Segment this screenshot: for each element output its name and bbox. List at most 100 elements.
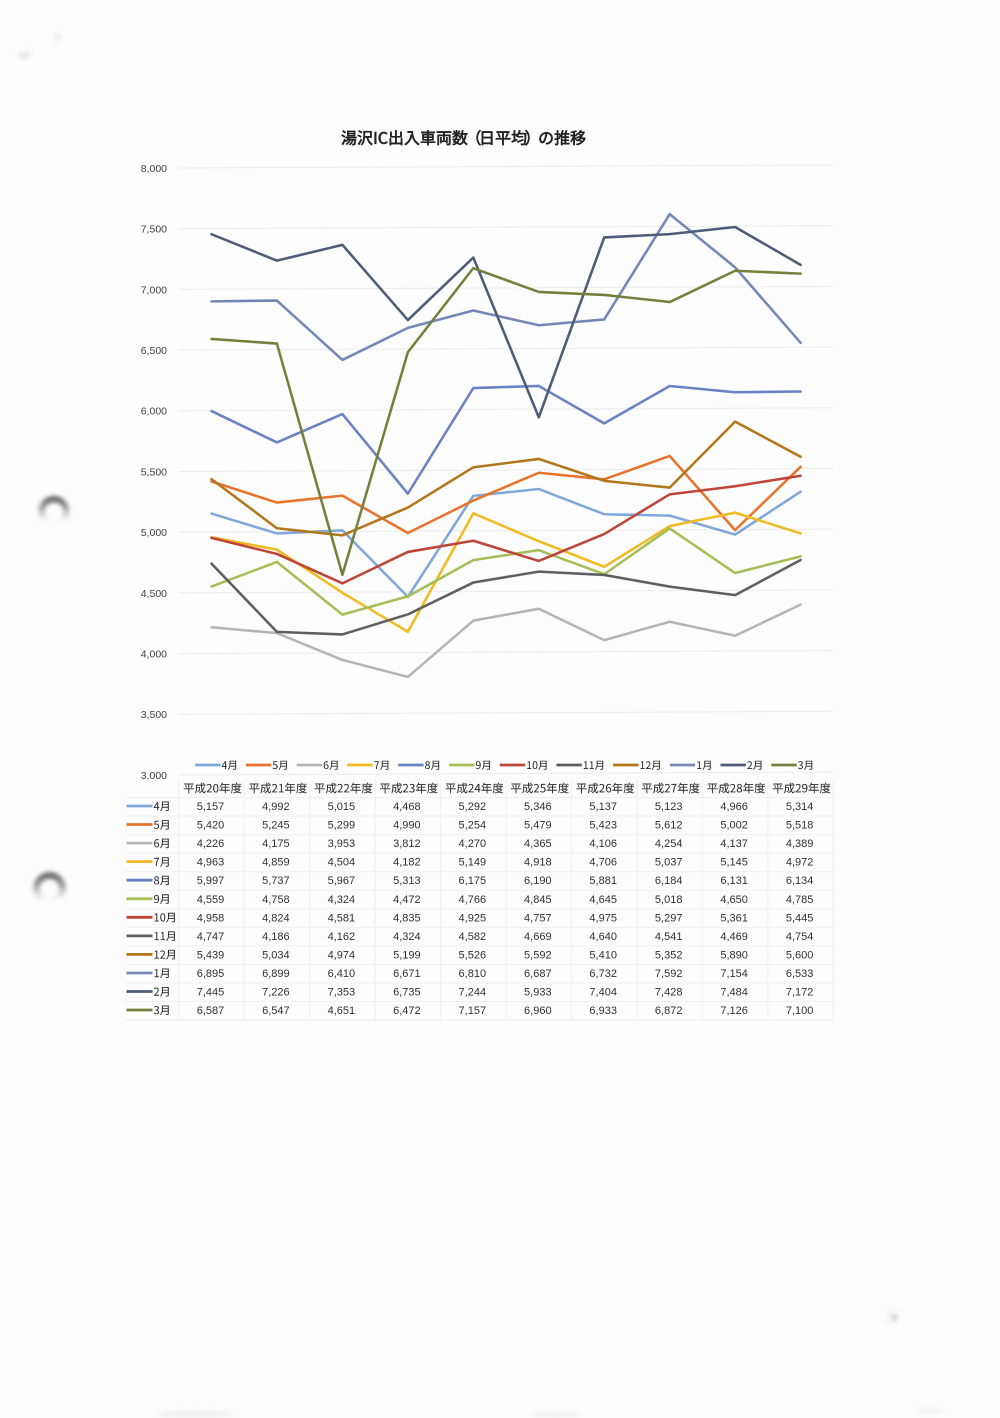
svg-text:7,500: 7,500: [141, 224, 167, 236]
svg-text:5,297: 5,297: [655, 912, 683, 924]
svg-text:7,154: 7,154: [720, 968, 748, 980]
svg-text:5,245: 5,245: [262, 820, 290, 832]
svg-text:4,640: 4,640: [589, 931, 617, 943]
svg-text:4,175: 4,175: [262, 838, 290, 850]
svg-text:5,479: 5,479: [524, 820, 552, 832]
svg-text:6,134: 6,134: [786, 875, 814, 887]
svg-text:4,963: 4,963: [197, 857, 225, 869]
svg-text:6,671: 6,671: [393, 968, 421, 980]
svg-text:4,975: 4,975: [589, 912, 617, 924]
svg-text:5,018: 5,018: [655, 894, 683, 906]
svg-text:7,100: 7,100: [786, 1005, 814, 1017]
svg-text:7,445: 7,445: [197, 987, 225, 999]
svg-text:5,314: 5,314: [786, 801, 814, 813]
svg-text:7,353: 7,353: [328, 987, 356, 999]
svg-text:6,895: 6,895: [197, 968, 225, 980]
svg-text:6,131: 6,131: [720, 875, 748, 887]
svg-text:5,352: 5,352: [655, 949, 683, 961]
svg-text:5,254: 5,254: [459, 820, 487, 832]
svg-text:6,587: 6,587: [197, 1005, 225, 1017]
svg-text:4,468: 4,468: [393, 801, 421, 813]
svg-text:6,899: 6,899: [262, 968, 290, 980]
svg-text:5,439: 5,439: [197, 949, 225, 961]
svg-text:4,824: 4,824: [262, 912, 290, 924]
svg-text:4,504: 4,504: [328, 857, 356, 869]
svg-text:4,974: 4,974: [328, 949, 356, 961]
svg-text:5,445: 5,445: [786, 912, 814, 924]
svg-text:4,182: 4,182: [393, 857, 421, 869]
svg-text:3,500: 3,500: [141, 709, 167, 721]
svg-text:3,812: 3,812: [393, 838, 421, 850]
svg-text:5,199: 5,199: [393, 949, 421, 961]
svg-text:5,292: 5,292: [459, 801, 487, 813]
svg-text:8,000: 8,000: [141, 163, 167, 175]
svg-text:5,299: 5,299: [328, 820, 356, 832]
svg-text:7,244: 7,244: [459, 987, 487, 999]
svg-text:4,389: 4,389: [786, 838, 814, 850]
svg-text:5,410: 5,410: [589, 949, 617, 961]
svg-text:5,737: 5,737: [262, 875, 290, 887]
svg-text:6,960: 6,960: [524, 1005, 552, 1017]
svg-text:6,472: 6,472: [393, 1005, 421, 1017]
svg-text:4,500: 4,500: [141, 588, 167, 600]
svg-text:6,687: 6,687: [524, 968, 552, 980]
svg-text:6,933: 6,933: [589, 1005, 617, 1017]
svg-text:5,967: 5,967: [328, 875, 356, 887]
svg-text:4,747: 4,747: [197, 931, 225, 943]
svg-text:4,992: 4,992: [262, 801, 290, 813]
svg-text:4,785: 4,785: [786, 894, 814, 906]
svg-text:5,423: 5,423: [589, 820, 617, 832]
svg-text:4,324: 4,324: [328, 894, 356, 906]
svg-text:5,612: 5,612: [655, 820, 683, 832]
svg-text:6,732: 6,732: [589, 968, 617, 980]
svg-text:5,526: 5,526: [459, 949, 487, 961]
svg-text:7,428: 7,428: [655, 987, 683, 999]
svg-text:5,149: 5,149: [459, 857, 487, 869]
svg-text:4,270: 4,270: [459, 838, 487, 850]
svg-text:5,500: 5,500: [141, 466, 167, 478]
svg-text:4,757: 4,757: [524, 912, 552, 924]
svg-text:4,766: 4,766: [459, 894, 487, 906]
svg-text:4,669: 4,669: [524, 931, 552, 943]
svg-text:4,541: 4,541: [655, 931, 683, 943]
svg-text:4,925: 4,925: [459, 912, 487, 924]
svg-text:7,126: 7,126: [720, 1005, 748, 1017]
svg-text:4,324: 4,324: [393, 931, 421, 943]
svg-text:5,890: 5,890: [720, 949, 748, 961]
svg-text:6,533: 6,533: [786, 968, 814, 980]
svg-text:5,000: 5,000: [141, 527, 167, 539]
svg-text:5,015: 5,015: [328, 801, 356, 813]
svg-text:5,037: 5,037: [655, 857, 683, 869]
svg-text:6,872: 6,872: [655, 1005, 683, 1017]
svg-text:5,518: 5,518: [786, 820, 814, 832]
svg-text:5,346: 5,346: [524, 801, 552, 813]
svg-text:5,933: 5,933: [524, 987, 552, 999]
svg-text:5,361: 5,361: [720, 912, 748, 924]
svg-text:5,881: 5,881: [589, 875, 617, 887]
svg-text:7,226: 7,226: [262, 987, 290, 999]
svg-text:4,137: 4,137: [720, 838, 748, 850]
svg-text:4,990: 4,990: [393, 820, 421, 832]
svg-text:4,365: 4,365: [524, 838, 552, 850]
svg-text:4,254: 4,254: [655, 838, 683, 850]
svg-text:7,484: 7,484: [720, 987, 748, 999]
svg-text:4,918: 4,918: [524, 857, 552, 869]
svg-text:5,600: 5,600: [786, 949, 814, 961]
svg-text:6,547: 6,547: [262, 1005, 290, 1017]
svg-text:5,420: 5,420: [197, 820, 225, 832]
svg-text:4,845: 4,845: [524, 894, 552, 906]
svg-text:4,754: 4,754: [786, 931, 814, 943]
svg-text:5,145: 5,145: [720, 857, 748, 869]
svg-text:7,000: 7,000: [141, 284, 167, 296]
svg-text:5,137: 5,137: [589, 801, 617, 813]
svg-text:4,645: 4,645: [589, 894, 617, 906]
svg-text:6,810: 6,810: [459, 968, 487, 980]
svg-text:4,706: 4,706: [589, 857, 617, 869]
svg-text:5,997: 5,997: [197, 875, 225, 887]
svg-text:4,650: 4,650: [720, 894, 748, 906]
svg-text:6,175: 6,175: [459, 875, 487, 887]
svg-text:3,000: 3,000: [141, 770, 167, 782]
svg-text:6,000: 6,000: [141, 406, 167, 418]
svg-text:4,472: 4,472: [393, 894, 421, 906]
svg-text:4,162: 4,162: [328, 931, 356, 943]
